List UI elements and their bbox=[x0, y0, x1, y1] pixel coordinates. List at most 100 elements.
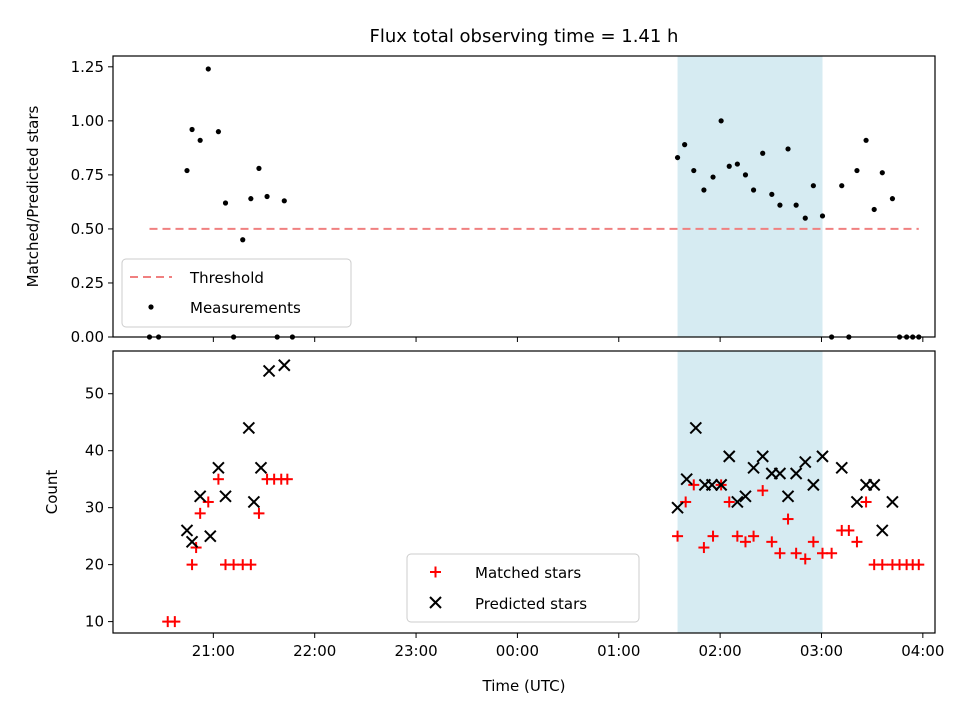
measurement-point bbox=[863, 137, 869, 143]
top-panel: 0.00 0.25 0.50 0.75 1.00 1.25 Matched/Predict… bbox=[24, 55, 936, 346]
matched-star-point bbox=[774, 547, 786, 559]
measurement-point bbox=[184, 167, 190, 174]
matched-star-point bbox=[843, 524, 855, 536]
matched-star-point bbox=[876, 559, 888, 571]
matched-star-point bbox=[860, 496, 872, 508]
bottom-xtick-label: 01:00 bbox=[597, 642, 640, 660]
bottom-ytick-label: 30 bbox=[85, 499, 104, 517]
bottom-x-ticks: 21:00 22:00 23:00 00:00 01:00 02:00 03:00 04:00 bbox=[192, 633, 944, 660]
matched-star-point bbox=[194, 507, 206, 519]
predicted-star-point bbox=[714, 478, 728, 492]
matched-star-point bbox=[826, 547, 838, 559]
measurement-point bbox=[819, 213, 826, 219]
top-legend: Threshold Measurements bbox=[121, 258, 352, 328]
measurement-point bbox=[769, 191, 775, 197]
predicted-star-point bbox=[705, 478, 719, 492]
measurement-point bbox=[742, 172, 749, 178]
top-legend-box bbox=[121, 258, 352, 328]
predicted-star-point bbox=[193, 490, 207, 503]
x-axis-label: Time (UTC) bbox=[482, 677, 566, 695]
measurement-point bbox=[682, 142, 688, 148]
predicted-star-point bbox=[773, 467, 787, 480]
top-ytick-label: 0.75 bbox=[71, 166, 104, 184]
matched-star-point bbox=[281, 473, 293, 485]
measurement-point bbox=[256, 165, 262, 171]
measurement-point bbox=[785, 146, 791, 152]
measurement-point bbox=[710, 174, 716, 180]
predicted-star-point bbox=[689, 421, 703, 435]
bottom-ytick-label: 20 bbox=[85, 556, 104, 574]
measurement-point bbox=[691, 167, 697, 174]
predicted-legend-label: Predicted stars bbox=[475, 595, 587, 613]
matched-legend-swatch bbox=[430, 566, 441, 578]
matched-star-point bbox=[169, 616, 181, 628]
predicted-star-point bbox=[204, 529, 217, 543]
predicted-star-point bbox=[254, 461, 268, 474]
predicted-star-point bbox=[185, 535, 199, 549]
predicted-star-point bbox=[789, 467, 803, 480]
matched-star-point bbox=[698, 542, 710, 554]
matched-star-point bbox=[723, 496, 735, 508]
bottom-xtick-label: 00:00 bbox=[496, 642, 539, 660]
predicted-star-point bbox=[680, 472, 693, 486]
predicted-star-point bbox=[242, 421, 256, 435]
measurement-point bbox=[879, 170, 885, 176]
matched-star-point bbox=[212, 473, 224, 485]
measurement-point bbox=[718, 118, 724, 124]
predicted-star-point bbox=[835, 461, 848, 474]
matched-star-point bbox=[245, 559, 257, 571]
measurement-point bbox=[750, 187, 757, 193]
measurements-legend-swatch bbox=[148, 304, 154, 310]
matched-star-point bbox=[851, 536, 863, 548]
measurement-point bbox=[215, 129, 222, 135]
top-x-ticks bbox=[212, 337, 924, 342]
measurement-point bbox=[197, 137, 203, 143]
top-y-ticks: 0.00 0.25 0.50 0.75 1.00 1.25 bbox=[71, 58, 113, 346]
measurement-point bbox=[205, 66, 211, 72]
measurement-point bbox=[854, 167, 860, 174]
matched-star-point bbox=[748, 530, 760, 542]
matched-star-point bbox=[202, 496, 214, 508]
measurement-point bbox=[760, 150, 766, 156]
predicted-star-point bbox=[262, 364, 276, 378]
predicted-star-point bbox=[816, 450, 829, 463]
predicted-star-point bbox=[850, 495, 864, 509]
matched-legend-label: Matched stars bbox=[475, 564, 581, 582]
bottom-y-axis-label: Count bbox=[43, 470, 61, 515]
measurement-point bbox=[793, 202, 799, 208]
measurement-point bbox=[889, 196, 896, 202]
matched-star-point bbox=[672, 530, 684, 542]
predicted-star-point bbox=[731, 495, 744, 509]
measurement-point bbox=[871, 206, 877, 213]
bottom-xtick-label: 03:00 bbox=[800, 642, 843, 660]
predicted-star-point bbox=[799, 455, 812, 469]
measurement-point bbox=[734, 161, 740, 167]
measurement-point bbox=[701, 187, 707, 193]
predicted-star-point bbox=[876, 524, 889, 537]
bottom-ytick-label: 10 bbox=[85, 613, 104, 631]
top-axes-frame bbox=[112, 55, 936, 338]
measurement-point bbox=[726, 163, 732, 169]
matched-star-point bbox=[790, 547, 802, 559]
measurements-legend-label: Measurements bbox=[190, 299, 301, 317]
measurement-points bbox=[146, 66, 922, 340]
predicted-star-point bbox=[867, 478, 881, 492]
predicted-star-point bbox=[247, 495, 261, 509]
predicted-star-point bbox=[212, 461, 225, 474]
predicted-star-point bbox=[756, 450, 769, 463]
matched-star-point bbox=[913, 559, 925, 571]
measurement-point bbox=[839, 183, 845, 189]
chart-title: Flux total observing time = 1.41 h bbox=[370, 26, 679, 47]
bottom-legend: Matched stars Predicted stars bbox=[406, 553, 640, 623]
matched-star-point bbox=[807, 536, 819, 548]
predicted-star-point bbox=[747, 461, 760, 474]
matched-star-point bbox=[731, 530, 743, 542]
measurement-point bbox=[777, 202, 783, 208]
measurement-point bbox=[240, 237, 246, 243]
bottom-xtick-label: 22:00 bbox=[293, 642, 336, 660]
matched-star-point bbox=[707, 530, 719, 542]
predicted-star-point bbox=[180, 524, 194, 537]
top-ytick-label: 1.00 bbox=[71, 112, 104, 130]
matched-star-point bbox=[757, 485, 769, 497]
